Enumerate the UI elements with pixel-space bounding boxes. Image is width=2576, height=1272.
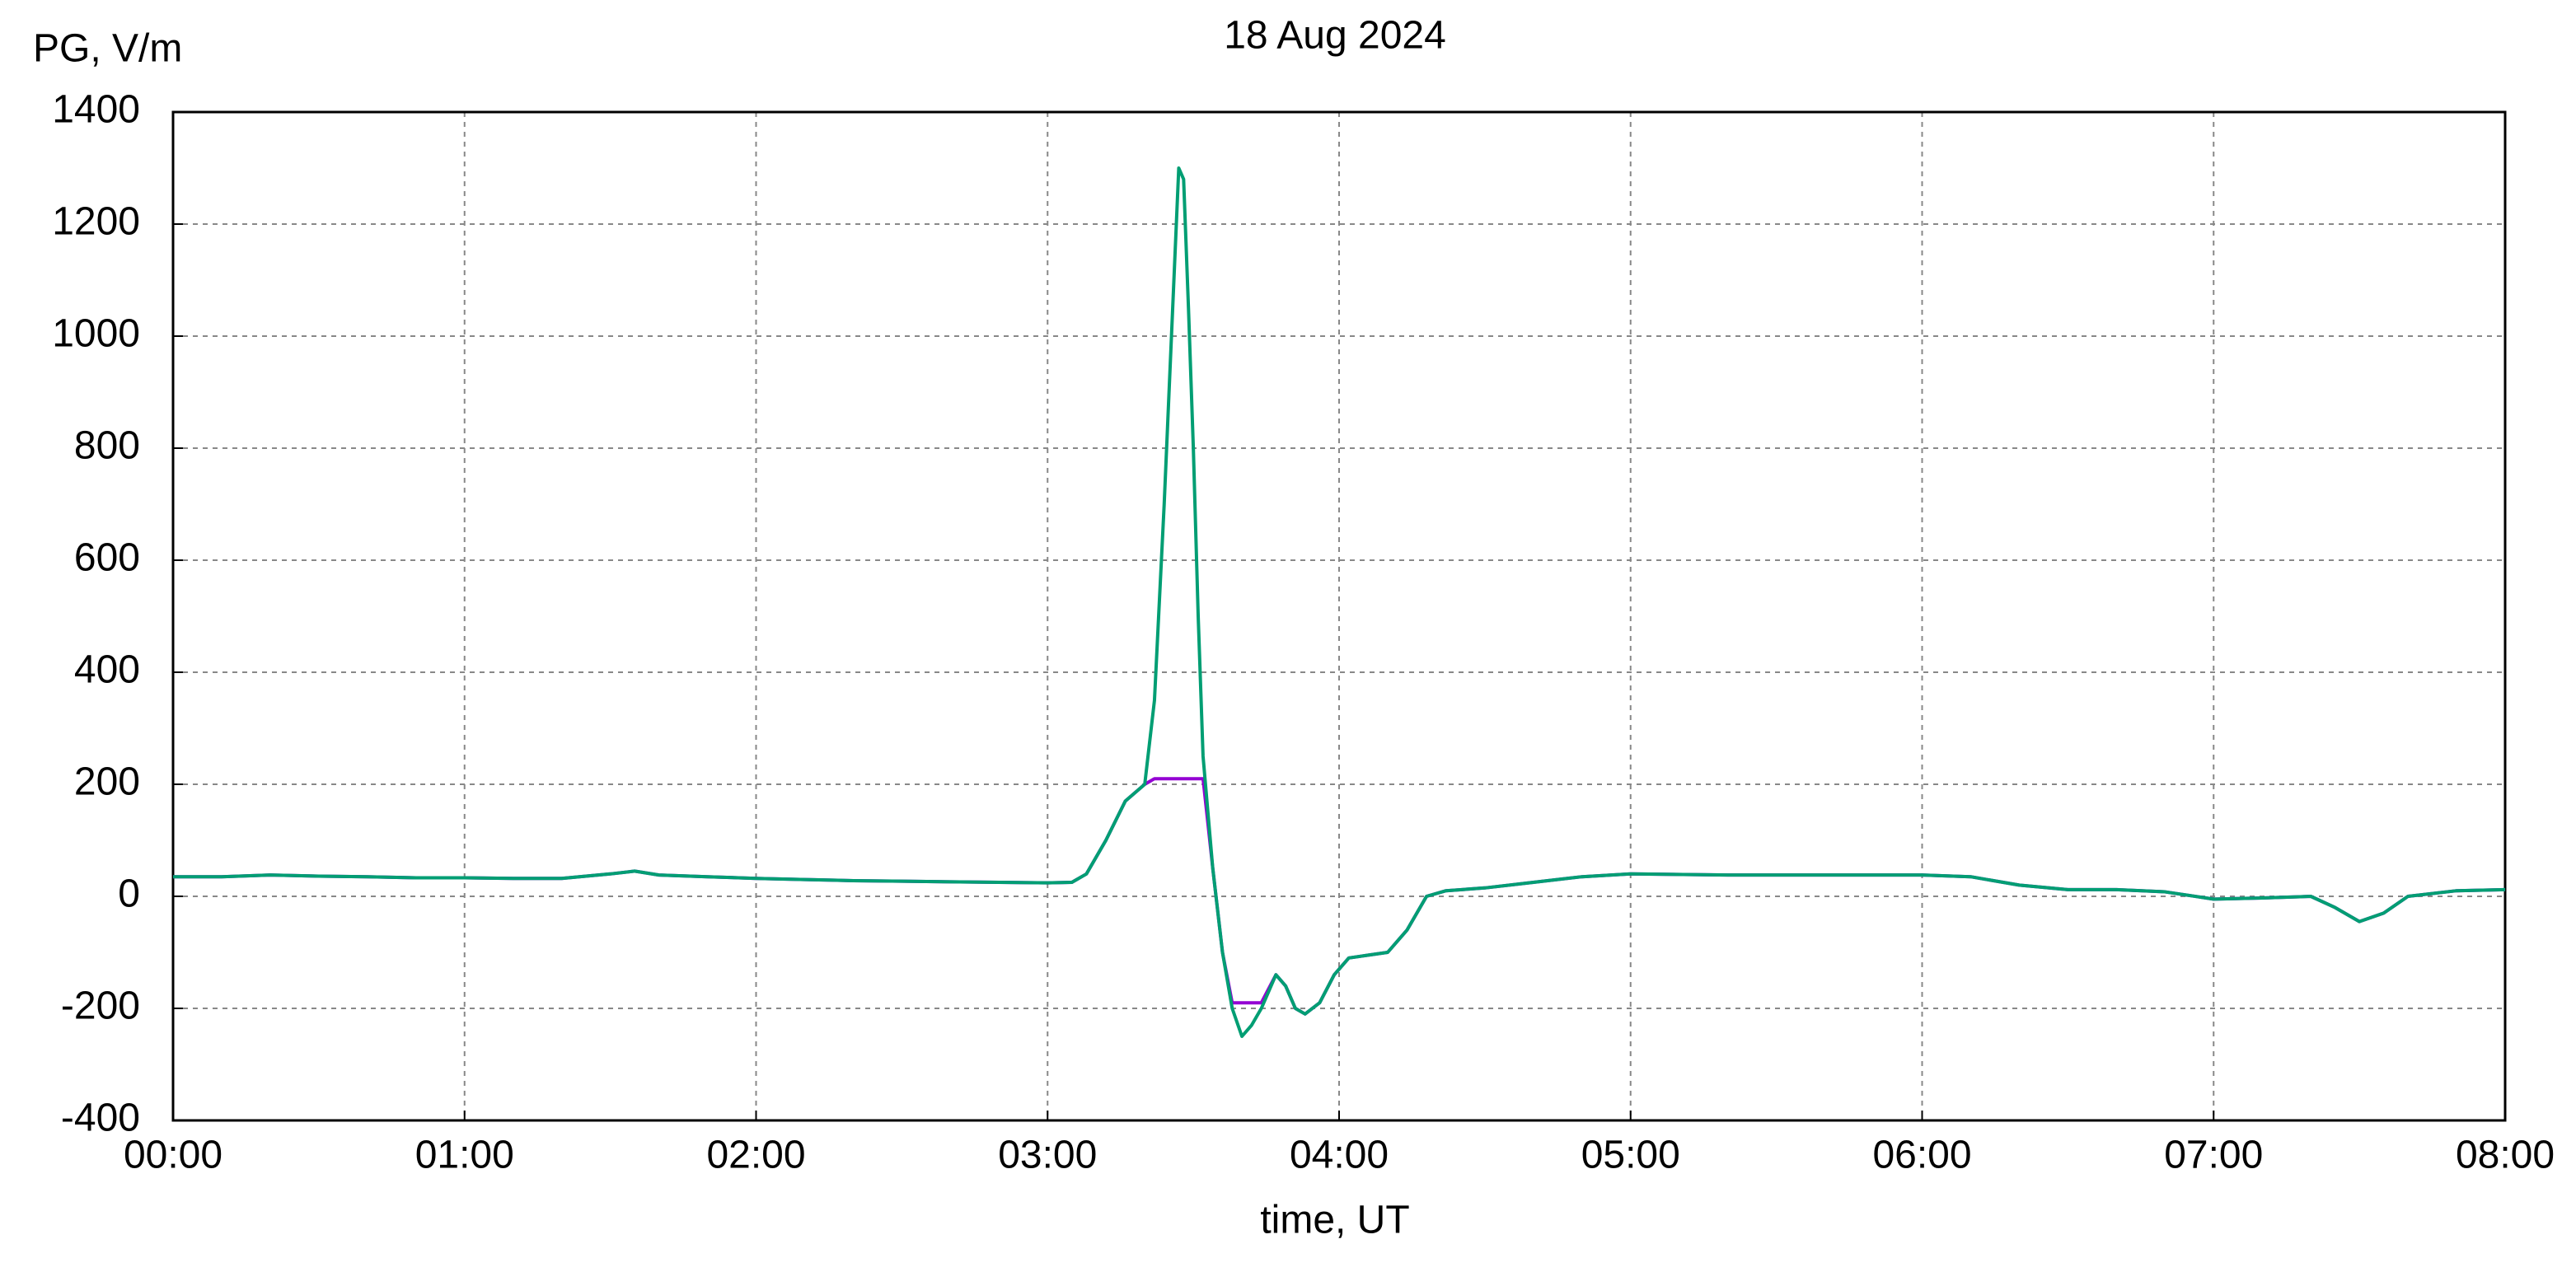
y-tick-label: 200 (74, 760, 140, 804)
y-axis-label: PG, V/m (33, 27, 182, 71)
y-tick-label: 600 (74, 536, 140, 580)
x-axis-label: time, UT (1260, 1199, 1409, 1242)
y-tick-label: 1000 (52, 312, 140, 356)
y-tick-label: 0 (118, 872, 140, 916)
x-tick-label: 05:00 (1581, 1134, 1680, 1177)
y-tick-label: 1200 (52, 200, 140, 244)
y-tick-label: 1400 (52, 88, 140, 132)
y-tick-label: -400 (61, 1097, 140, 1140)
x-tick-label: 02:00 (706, 1134, 805, 1177)
y-tick-label: 400 (74, 648, 140, 692)
series-line (173, 166, 2506, 1038)
plot-frame (171, 110, 2507, 1122)
y-tick-label: -200 (61, 984, 140, 1028)
chart-title: 18 Aug 2024 (1224, 14, 1446, 58)
y-tick-label: 800 (74, 424, 140, 468)
x-tick-label: 06:00 (1872, 1134, 1971, 1177)
x-tick-label: 00:00 (124, 1134, 222, 1177)
x-tick-label: 04:00 (1290, 1134, 1389, 1177)
x-tick-label: 01:00 (415, 1134, 514, 1177)
x-tick-label: 07:00 (2164, 1134, 2263, 1177)
x-tick-label: 08:00 (2456, 1134, 2555, 1177)
x-tick-label: 03:00 (998, 1134, 1097, 1177)
